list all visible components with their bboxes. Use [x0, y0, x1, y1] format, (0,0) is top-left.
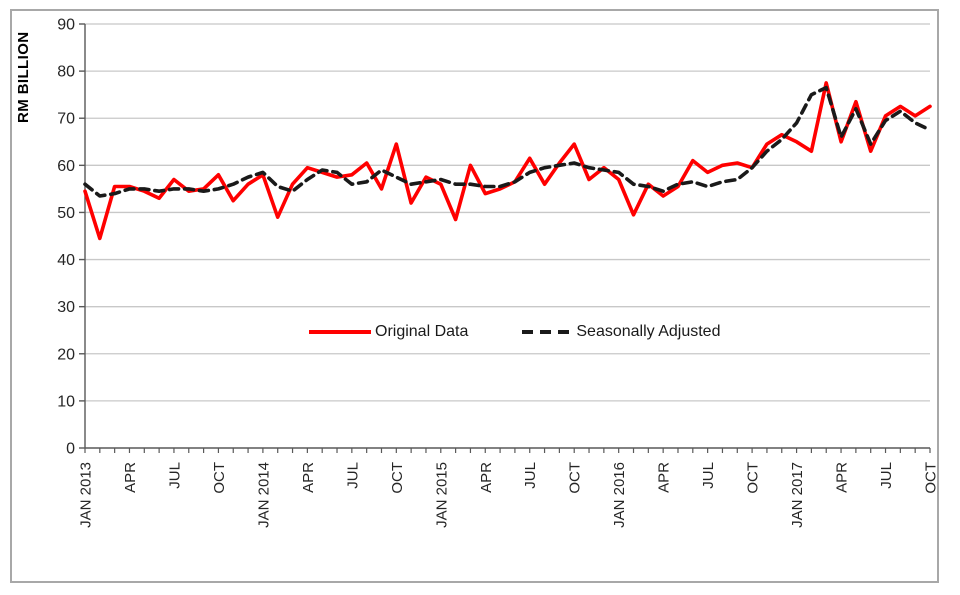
x-tick-label: JUL — [522, 462, 539, 489]
y-tick-label: 50 — [57, 205, 75, 222]
x-tick-label: JUL — [344, 462, 361, 489]
x-tick-label: APR — [300, 462, 317, 493]
y-tick-label: 20 — [57, 346, 75, 363]
x-tick-label: JAN 2013 — [78, 462, 95, 528]
x-tick-label: JAN 2016 — [611, 462, 628, 528]
x-tick-label: OCT — [567, 462, 584, 494]
x-tick-label: OCT — [389, 462, 406, 494]
y-tick-label: 80 — [57, 64, 75, 81]
x-tick-label: OCT — [745, 462, 762, 494]
legend-label-original-data: Original Data — [375, 323, 469, 340]
x-tick-label: APR — [478, 462, 495, 493]
y-tick-label: 60 — [57, 158, 75, 175]
x-tick-label: JUL — [878, 462, 895, 489]
x-tick-label: APR — [656, 462, 673, 493]
legend-item-original-data: Original Data — [309, 323, 468, 341]
legend-item-seasonally-adjusted: Seasonally Adjusted — [522, 323, 720, 341]
y-tick-label: 70 — [57, 111, 75, 128]
x-tick-label: JAN 2017 — [789, 462, 806, 528]
x-tick-label: OCT — [923, 462, 940, 494]
y-tick-label: 30 — [57, 299, 75, 316]
y-tick-label: 0 — [66, 441, 75, 458]
y-tick-label: 40 — [57, 252, 75, 269]
x-tick-label: APR — [122, 462, 139, 493]
x-tick-label: APR — [834, 462, 851, 493]
x-tick-label: OCT — [211, 462, 228, 494]
x-tick-label: JAN 2015 — [433, 462, 450, 528]
x-tick-label: JUL — [700, 462, 717, 489]
legend-marker-seasonally-adjusted — [522, 330, 573, 334]
seasonally-adjusted-line — [83, 85, 932, 198]
y-axis-title: RM BILLION — [15, 31, 32, 124]
y-tick-label: 90 — [57, 17, 75, 34]
legend-marker-original-data — [309, 330, 371, 334]
original-data-line — [83, 81, 932, 241]
x-tick-label: JAN 2014 — [255, 462, 272, 528]
y-tick-label: 10 — [57, 393, 75, 410]
legend: Original Data Seasonally Adjusted — [309, 323, 720, 341]
legend-label-seasonally-adjusted: Seasonally Adjusted — [576, 323, 721, 340]
x-tick-label: JUL — [166, 462, 183, 489]
